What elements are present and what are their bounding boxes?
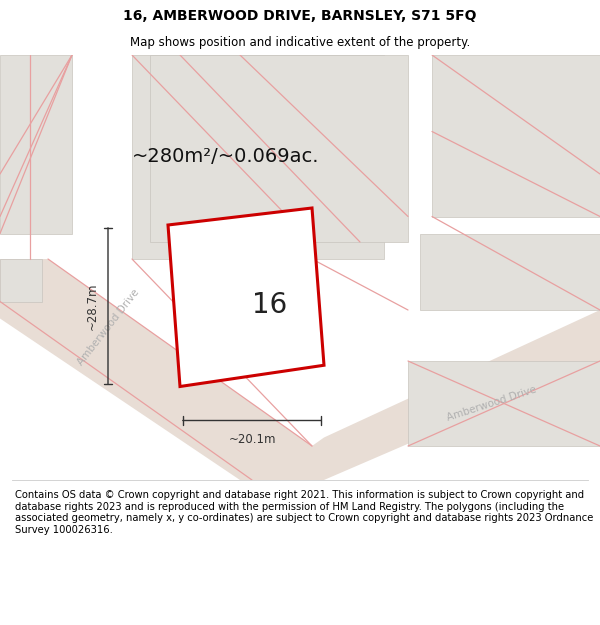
Polygon shape	[408, 361, 600, 446]
Polygon shape	[420, 234, 600, 310]
Polygon shape	[168, 208, 324, 386]
Polygon shape	[132, 55, 384, 259]
Text: ~280m²/~0.069ac.: ~280m²/~0.069ac.	[132, 148, 320, 166]
Text: Map shows position and indicative extent of the property.: Map shows position and indicative extent…	[130, 36, 470, 49]
Text: 16, AMBERWOOD DRIVE, BARNSLEY, S71 5FQ: 16, AMBERWOOD DRIVE, BARNSLEY, S71 5FQ	[123, 9, 477, 24]
Text: Amberwood Drive: Amberwood Drive	[75, 287, 141, 367]
Polygon shape	[0, 259, 42, 301]
Text: ~28.7m: ~28.7m	[86, 282, 99, 329]
Polygon shape	[150, 55, 408, 242]
Text: 16: 16	[253, 291, 287, 319]
Polygon shape	[264, 310, 600, 480]
Polygon shape	[0, 55, 72, 234]
Text: Amberwood Drive: Amberwood Drive	[446, 384, 538, 423]
Polygon shape	[432, 55, 600, 216]
Text: Contains OS data © Crown copyright and database right 2021. This information is : Contains OS data © Crown copyright and d…	[15, 490, 593, 535]
Polygon shape	[0, 259, 312, 480]
Text: ~20.1m: ~20.1m	[228, 433, 276, 446]
